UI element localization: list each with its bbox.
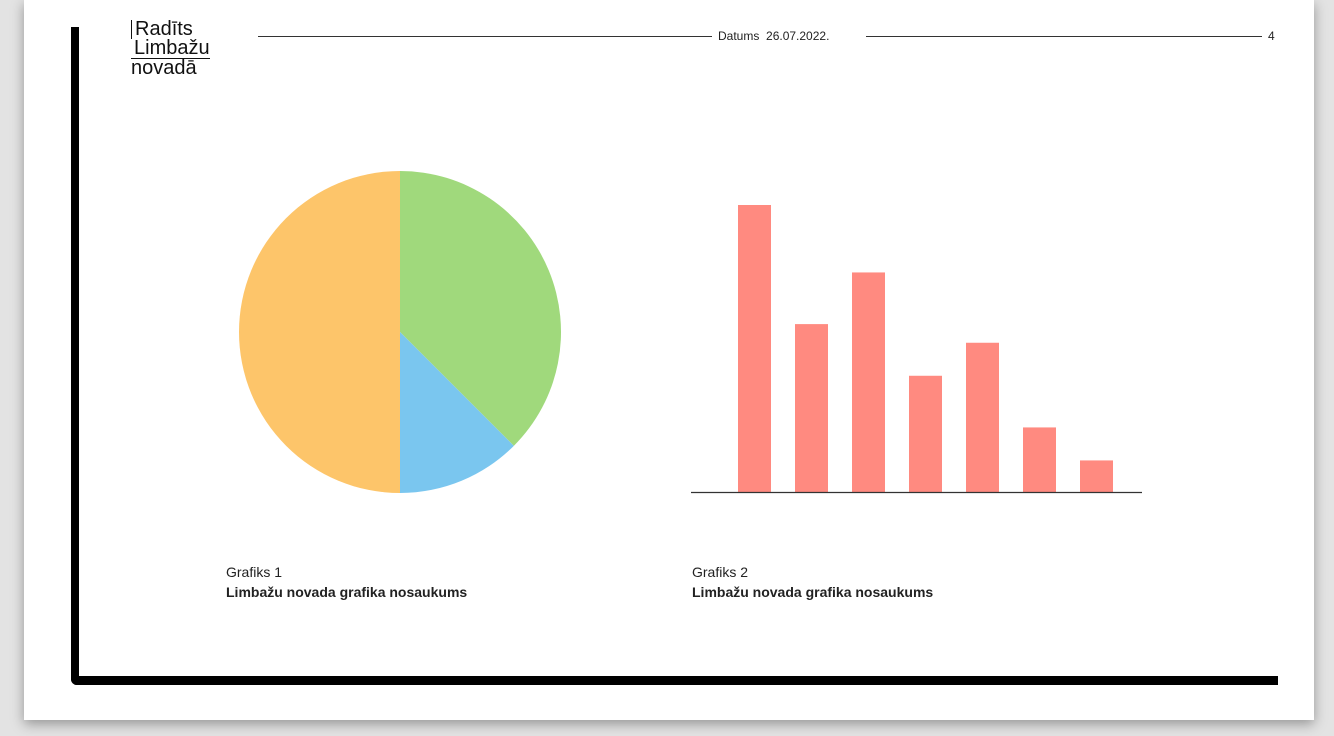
caption-1-title: Limbažu novada grafika nosaukums xyxy=(226,584,468,600)
caption-2-label: Grafiks 2 xyxy=(692,564,749,580)
pie-slice-3 xyxy=(239,171,400,493)
bar-2 xyxy=(795,324,828,492)
logo-line-3: novadā xyxy=(131,57,197,79)
pie-slice-1 xyxy=(400,171,562,446)
bar-5 xyxy=(966,342,999,492)
frame-left-border xyxy=(71,27,79,685)
pie-slice-2 xyxy=(400,332,514,493)
header-date: Datums 26.07.2022. xyxy=(718,29,829,43)
frame-bottom-border xyxy=(71,676,1278,685)
bar-6 xyxy=(1023,427,1056,492)
bar-chart xyxy=(691,205,1142,494)
bar-1 xyxy=(738,205,771,492)
header-rule-left xyxy=(258,36,712,37)
bar-3 xyxy=(852,272,885,492)
caption-chart-2: Grafiks 2 Limbažu novada grafika nosauku… xyxy=(692,562,933,602)
logo-line-1: Radīts xyxy=(131,19,210,39)
page-number: 4 xyxy=(1268,29,1275,43)
header-rule-right xyxy=(866,36,1262,37)
slide xyxy=(24,0,1314,720)
caption-chart-1: Grafiks 1 Limbažu novada grafika nosauku… xyxy=(226,562,467,602)
caption-1-label: Grafiks 1 xyxy=(226,564,283,580)
logo-line-2: Limbažu xyxy=(131,38,210,59)
date-value: 26.07.2022. xyxy=(766,29,830,43)
bar-4 xyxy=(909,375,942,492)
pie-chart xyxy=(239,171,562,493)
date-label: Datums xyxy=(718,29,760,43)
caption-2-title: Limbažu novada grafika nosaukums xyxy=(692,584,934,600)
logo: Radīts Limbažu novadā xyxy=(131,19,210,79)
bar-7 xyxy=(1080,460,1113,492)
